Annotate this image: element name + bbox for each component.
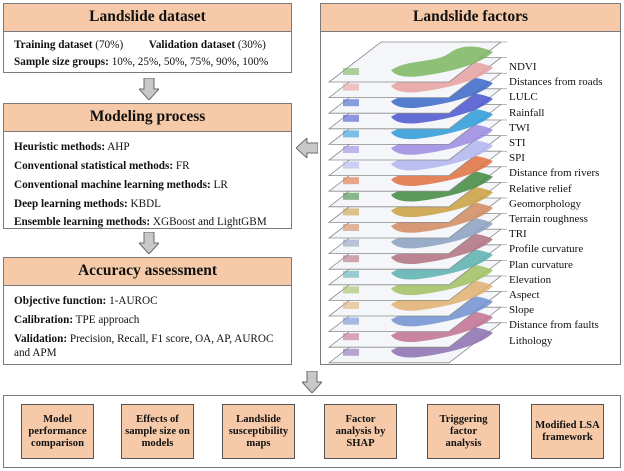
- factor-label: SPI: [509, 152, 525, 165]
- output-box: Factor analysis by SHAP: [324, 404, 397, 459]
- factor-label: Slope: [509, 304, 535, 317]
- method-label: Conventional statistical methods:: [14, 160, 174, 172]
- method-label: Ensemble learning methods:: [14, 216, 151, 228]
- factor-label: Terrain roughness: [509, 213, 588, 225]
- method-label: Deep learning methods:: [14, 198, 128, 210]
- arrow-down-icon: [302, 371, 322, 393]
- landslide-factors-title: Landslide factors: [321, 4, 620, 32]
- accuracy-assessment-title: Accuracy assessment: [4, 258, 291, 286]
- method-row: Conventional machine learning methods: L…: [14, 178, 228, 192]
- factor-label: NDVI: [509, 61, 537, 73]
- factor-label: Lithology: [509, 334, 553, 347]
- validation-row-cont: and APM: [14, 346, 57, 360]
- output-box: Landslide susceptibility maps: [222, 404, 295, 459]
- method-value: KBDL: [127, 198, 161, 210]
- method-row: Heuristic methods: AHP: [14, 140, 130, 154]
- objective-value: 1-AUROC: [106, 295, 158, 307]
- method-label: Conventional machine learning methods:: [14, 179, 211, 191]
- method-value: XGBoost and LightGBM: [150, 216, 267, 228]
- method-row: Conventional statistical methods: FR: [14, 159, 190, 173]
- factor-label: Distance from rivers: [509, 167, 600, 180]
- method-label: Heuristic methods:: [14, 141, 106, 153]
- factor-label: Distance from faults: [509, 319, 599, 332]
- factor-label: Profile curvature: [509, 243, 584, 256]
- modeling-process-title: Modeling process: [4, 104, 291, 132]
- factor-label: STI: [509, 137, 526, 149]
- sample-size-label: Sample size groups:: [14, 56, 109, 68]
- output-box: Modified LSA framework: [531, 404, 604, 459]
- method-row: Deep learning methods: KBDL: [14, 197, 161, 211]
- calibration-label: Calibration:: [14, 314, 74, 326]
- arrow-down-icon: [139, 78, 159, 100]
- modeling-process-panel: Modeling process Heuristic methods: AHP …: [3, 103, 292, 229]
- factor-label: Aspect: [509, 289, 540, 301]
- calibration-value: TPE approach: [73, 314, 140, 326]
- landslide-dataset-panel: Landslide dataset Training dataset (70%)…: [3, 3, 292, 73]
- output-box: Effects of sample size on models: [121, 404, 194, 459]
- factor-label: Distances from roads: [509, 76, 603, 89]
- sample-size-row: Sample size groups: 10%, 25%, 50%, 75%, …: [14, 55, 268, 69]
- dataset-split-row: Training dataset (70%) Validation datase…: [14, 38, 266, 52]
- factor-label: Elevation: [509, 273, 552, 286]
- factor-label: Plan curvature: [509, 258, 573, 271]
- factor-label: Geomorphology: [509, 197, 582, 210]
- accuracy-assessment-panel: Accuracy assessment Objective function: …: [3, 257, 292, 365]
- method-value: LR: [210, 179, 228, 191]
- calibration-row: Calibration: TPE approach: [14, 313, 139, 327]
- arrow-down-icon: [139, 232, 159, 254]
- factor-label: TRI: [509, 228, 527, 241]
- method-value: AHP: [105, 141, 130, 153]
- output-box: Model performance comparison: [21, 404, 94, 459]
- outputs-panel: Model performance comparison Effects of …: [3, 395, 621, 468]
- validation-dataset-label: Validation dataset: [148, 39, 236, 51]
- method-value: FR: [173, 160, 190, 172]
- objective-row: Objective function: 1-AUROC: [14, 294, 158, 308]
- validation-dataset-value: (30%): [235, 39, 266, 51]
- validation-label: Validation:: [14, 333, 68, 345]
- landslide-factors-panel: Landslide factors NDVI Distances from roa…: [320, 3, 621, 365]
- factor-layer-stack: [327, 41, 507, 364]
- factor-layer: [327, 41, 507, 83]
- landslide-dataset-title: Landslide dataset: [4, 4, 291, 32]
- factor-label: Rainfall: [509, 106, 545, 119]
- validation-value-line2: and APM: [14, 347, 57, 359]
- output-box: Triggering factor analysis: [427, 404, 500, 459]
- factor-label: LULC: [509, 91, 538, 104]
- training-dataset-value: (70%): [92, 39, 124, 51]
- sample-size-value: 10%, 25%, 50%, 75%, 90%, 100%: [108, 56, 269, 68]
- factor-label: TWI: [509, 121, 530, 134]
- validation-row: Validation: Precision, Recall, F1 score,…: [14, 332, 273, 346]
- arrow-left-icon: [296, 138, 318, 158]
- training-dataset-label: Training dataset: [14, 39, 93, 51]
- method-row: Ensemble learning methods: XGBoost and L…: [14, 215, 267, 229]
- factor-label: Relative relief: [509, 182, 572, 195]
- objective-label: Objective function:: [14, 295, 107, 307]
- validation-value-line1: Precision, Recall, F1 score, OA, AP, AUR…: [67, 333, 274, 345]
